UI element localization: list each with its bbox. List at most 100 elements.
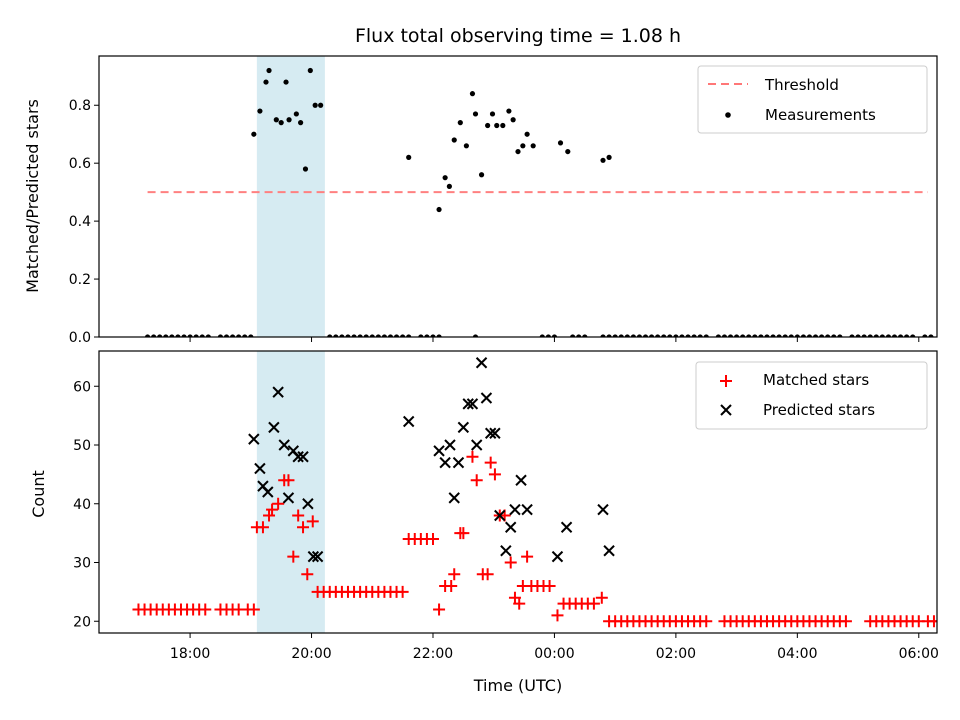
measurement-point xyxy=(800,334,807,337)
top-axes-frame xyxy=(98,55,938,338)
measurement-point xyxy=(327,334,333,337)
matched-star-point xyxy=(955,615,960,627)
measurement-point xyxy=(904,334,910,337)
top-x-ticks xyxy=(189,337,920,342)
matched-star-point xyxy=(839,615,852,628)
measurement-point xyxy=(318,102,324,108)
measurement-point xyxy=(612,334,618,337)
measurement-point xyxy=(302,166,309,172)
predicted-star-point xyxy=(302,498,314,510)
predicted-star-point xyxy=(551,550,564,563)
y-tick-label: 40 xyxy=(73,497,91,513)
y-tick-label: 50 xyxy=(73,438,91,454)
measurement-point xyxy=(489,111,496,117)
predicted-star-point xyxy=(480,392,493,404)
matched-star-point xyxy=(287,550,300,563)
measurement-point xyxy=(600,157,606,163)
measurement-point xyxy=(600,334,606,337)
predicted-star-point xyxy=(307,550,320,563)
predicted-star-point xyxy=(457,421,470,434)
measurement-point xyxy=(273,117,279,123)
measurement-point xyxy=(424,334,430,337)
measurement-point xyxy=(169,334,175,337)
measurement-point xyxy=(685,334,691,337)
bottom-x-ticks: 18:00 20:00 22:00 00:00 02:00 04:00 06:00 xyxy=(170,633,939,662)
matched-star-point xyxy=(426,533,439,545)
predicted-star-point xyxy=(471,439,483,451)
top-shaded-span xyxy=(256,56,325,337)
measurement-point xyxy=(630,334,636,337)
bottom-legend: Matched stars Predicted stars xyxy=(695,361,928,430)
predicted-star-point xyxy=(509,503,521,516)
matched-star-point xyxy=(504,556,517,569)
predicted-star-point xyxy=(603,545,615,557)
measurement-point xyxy=(175,334,181,337)
measurement-point xyxy=(463,143,469,149)
measurement-point xyxy=(151,334,157,337)
measurement-point xyxy=(406,334,412,337)
measurement-point xyxy=(667,334,673,337)
chart-title: Flux total observing time = 1.08 h xyxy=(355,25,681,47)
measurement-point xyxy=(867,334,873,337)
matched-star-point xyxy=(927,615,937,628)
measurement-point xyxy=(812,334,819,337)
measurement-point xyxy=(436,334,442,337)
matched-star-point xyxy=(551,609,564,622)
measurements-legend-label: Measurements xyxy=(765,106,876,124)
measurement-point xyxy=(557,140,564,146)
measurement-point xyxy=(283,79,289,85)
measurement-point xyxy=(400,334,406,337)
matched-star-point xyxy=(466,450,479,463)
measurement-point xyxy=(721,334,728,337)
measurement-point xyxy=(418,334,424,337)
top-y-ticks: 0.0 0.2 0.4 0.6 0.8 xyxy=(69,98,99,346)
measurement-point xyxy=(242,334,248,337)
measurement-point xyxy=(734,334,740,337)
measurement-point xyxy=(582,334,588,337)
predicted-star-point xyxy=(262,486,274,498)
measurement-point xyxy=(691,334,697,337)
bottom-legend-box xyxy=(695,361,928,430)
y-tick-label: 0.4 xyxy=(69,214,91,230)
measurement-point xyxy=(770,334,776,337)
measurement-point xyxy=(357,334,363,337)
top-panel: 0.0 0.2 0.4 0.6 0.8 Flux total observing tim… xyxy=(23,25,938,346)
measurement-point xyxy=(752,334,758,337)
measurement-point xyxy=(873,334,879,337)
measurement-point xyxy=(928,334,934,337)
measurement-point xyxy=(375,334,381,337)
predicted-star-point xyxy=(452,456,465,469)
matched-star-point xyxy=(484,456,497,469)
measurement-point xyxy=(229,334,236,337)
matched-star-point xyxy=(521,550,534,563)
matched-star-point xyxy=(513,597,526,610)
measurement-point xyxy=(524,131,530,137)
measurements-legend-swatch xyxy=(725,112,731,118)
measurement-point xyxy=(910,334,916,337)
measurement-point xyxy=(430,334,436,337)
bottom-y-axis-label: Count xyxy=(29,470,48,518)
measurement-point xyxy=(205,334,211,337)
x-tick-label: 02:00 xyxy=(656,646,696,662)
predicted-star-point xyxy=(505,521,517,533)
measurement-point xyxy=(819,334,825,337)
measurement-point xyxy=(406,154,412,160)
predicted-star-point xyxy=(521,503,533,516)
measurement-point xyxy=(806,334,813,337)
x-tick-label: 22:00 xyxy=(413,646,453,662)
measurement-point xyxy=(298,120,304,126)
measurement-point xyxy=(885,334,892,337)
matched-star-point xyxy=(595,591,608,604)
predicted-star-point xyxy=(462,398,474,410)
measurement-point xyxy=(251,131,257,137)
measurement-point xyxy=(825,334,831,337)
measurement-point xyxy=(457,120,463,126)
matched-star-point xyxy=(470,474,483,487)
measurement-point xyxy=(897,334,904,337)
measurement-point xyxy=(266,67,272,74)
measurement-point xyxy=(673,334,679,337)
measurement-point xyxy=(520,143,526,149)
matched-star-point xyxy=(266,503,279,516)
measurement-point xyxy=(293,111,299,117)
measurement-point xyxy=(855,334,861,337)
